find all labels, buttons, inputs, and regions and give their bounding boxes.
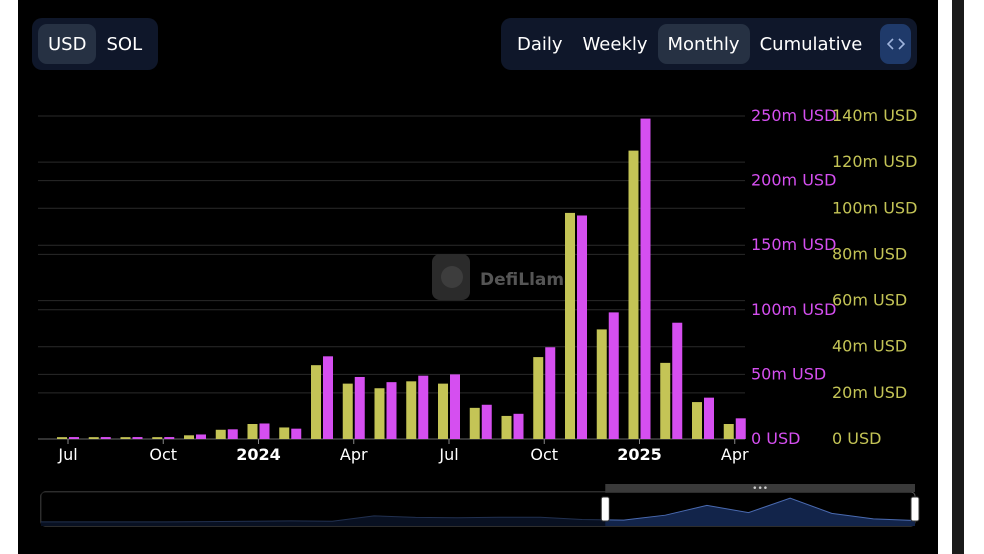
bar[interactable]: [88, 437, 99, 439]
x-tick-label: Oct: [530, 445, 558, 464]
brush-right-handle[interactable]: [910, 496, 920, 522]
llama-logo-face: [441, 266, 463, 288]
bar[interactable]: [469, 407, 480, 439]
bar[interactable]: [577, 215, 587, 439]
bar[interactable]: [660, 362, 671, 439]
brush-grip-icon: •••: [752, 484, 768, 494]
bar[interactable]: [545, 347, 556, 439]
interval-cumulative-button[interactable]: Cumulative: [759, 33, 863, 55]
bar[interactable]: [565, 212, 575, 439]
bar[interactable]: [227, 429, 238, 439]
y-axis-right-ticks: 0 USD 20m USD 40m USD 60m USD 80m USD 100m US…: [832, 106, 917, 448]
range-brush[interactable]: •••: [40, 484, 920, 527]
bar[interactable]: [120, 437, 131, 439]
bar[interactable]: [374, 388, 385, 439]
bar[interactable]: [406, 381, 417, 439]
bar[interactable]: [640, 118, 651, 440]
y-right-tick-label: 120m USD: [832, 152, 917, 171]
y-right-tick-label: 100m USD: [832, 198, 917, 217]
y-right-tick-label: 20m USD: [832, 383, 907, 402]
interval-toggle: Daily Weekly Monthly Cumulative: [501, 18, 917, 70]
bar[interactable]: [533, 357, 544, 439]
bar[interactable]: [215, 429, 226, 439]
currency-toggle: USD SOL: [32, 18, 158, 70]
brush-left-handle[interactable]: [600, 496, 610, 522]
bar[interactable]: [438, 383, 448, 439]
bar[interactable]: [311, 365, 321, 439]
x-tick-label: Oct: [149, 445, 177, 464]
code-icon: [886, 38, 905, 50]
currency-usd-button[interactable]: USD: [38, 24, 97, 64]
bar[interactable]: [279, 427, 290, 439]
grid-lines: [38, 115, 745, 440]
bar[interactable]: [342, 383, 353, 439]
page-scrollbar[interactable]: [952, 0, 964, 554]
interval-monthly-button[interactable]: Monthly: [657, 24, 750, 64]
brush-mask: [41, 492, 606, 526]
currency-sol-button[interactable]: SOL: [106, 33, 143, 55]
watermark: DefiLlama: [432, 254, 576, 300]
bar[interactable]: [69, 437, 79, 439]
bar[interactable]: [323, 356, 333, 439]
y-right-tick-label: 40m USD: [832, 337, 907, 356]
bar[interactable]: [132, 437, 143, 439]
bar[interactable]: [596, 329, 607, 439]
bar[interactable]: [184, 435, 194, 439]
bar[interactable]: [386, 382, 397, 439]
x-tick-label: Jul: [438, 445, 458, 464]
y-left-tick-label: 150m USD: [751, 235, 836, 254]
y-right-tick-label: 60m USD: [832, 291, 907, 310]
x-tick-label: Jul: [57, 445, 77, 464]
y-right-tick-label: 80m USD: [832, 244, 907, 263]
x-tick-label: 2025: [617, 445, 662, 464]
bar[interactable]: [291, 428, 302, 439]
y-right-tick-label: 0 USD: [832, 429, 881, 448]
bar[interactable]: [692, 402, 702, 439]
bar[interactable]: [735, 418, 746, 439]
brush-area: [41, 498, 915, 526]
brush-drag-bar[interactable]: [605, 484, 915, 492]
x-axis-ticks: Jul Oct 2024 Apr Jul Oct 2025 Apr: [57, 439, 749, 464]
bar[interactable]: [418, 375, 429, 439]
interval-weekly-button[interactable]: Weekly: [582, 33, 648, 55]
y-axis-left-ticks: 0 USD 50m USD 100m USD 150m USD 200m USD 250m…: [751, 106, 836, 448]
bar[interactable]: [259, 423, 270, 439]
y-left-tick-label: 50m USD: [751, 364, 826, 383]
bar[interactable]: [672, 322, 683, 439]
x-tick-label: Apr: [340, 445, 368, 464]
y-left-tick-label: 100m USD: [751, 300, 836, 319]
bar[interactable]: [501, 415, 512, 439]
bar[interactable]: [608, 312, 619, 439]
bar[interactable]: [354, 376, 365, 439]
bar[interactable]: [628, 150, 639, 439]
bar[interactable]: [704, 397, 714, 439]
y-left-tick-label: 200m USD: [751, 171, 836, 190]
interval-daily-button[interactable]: Daily: [517, 33, 563, 55]
bar[interactable]: [481, 404, 492, 439]
bar[interactable]: [513, 413, 524, 439]
embed-code-button[interactable]: [880, 24, 911, 64]
x-tick-label: Apr: [721, 445, 749, 464]
x-tick-label: 2024: [236, 445, 281, 464]
bar[interactable]: [57, 437, 67, 439]
bar[interactable]: [450, 374, 460, 439]
y-right-tick-label: 140m USD: [832, 106, 917, 125]
y-left-tick-label: 0 USD: [751, 429, 800, 448]
bar[interactable]: [152, 437, 163, 439]
bar[interactable]: [100, 437, 111, 439]
bar[interactable]: [723, 424, 734, 439]
bar[interactable]: [164, 437, 175, 439]
chart-panel: [18, 0, 938, 554]
bar[interactable]: [196, 434, 206, 439]
bars: [57, 118, 746, 440]
y-left-tick-label: 250m USD: [751, 106, 836, 125]
watermark-text: DefiLlama: [480, 270, 576, 290]
bar[interactable]: [247, 424, 258, 439]
